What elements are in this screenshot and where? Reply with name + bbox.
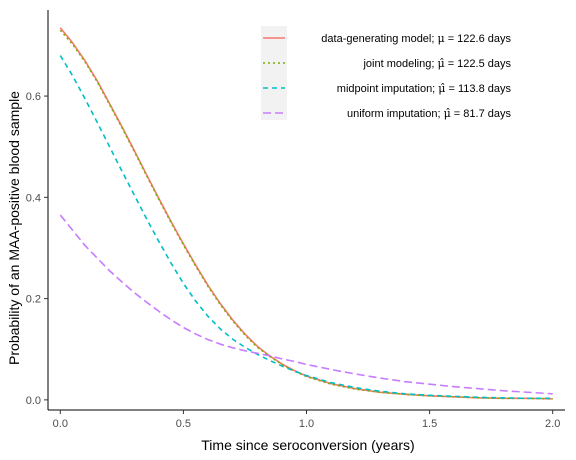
- y-axis-title: Probability of an MAA-positive blood sam…: [6, 91, 22, 365]
- legend-entry-3: midpoint imputation; μ̂ = 113.8 days: [337, 82, 512, 95]
- x-axis-title: Time since seroconversion (years): [201, 437, 414, 453]
- axes: 0.0 0.5 1.0 1.5 2.0 0.0 0.2 0.4 0.6: [26, 10, 565, 430]
- legend-entry-1: data-generating model; μ = 122.6 days: [321, 32, 511, 45]
- series-line-3: [60, 56, 552, 399]
- x-tick-label: 0.5: [176, 418, 191, 430]
- series-line-4: [60, 215, 552, 394]
- legend-entry-4: uniform imputation; μ̂ = 81.7 days: [347, 107, 512, 120]
- legend-entry-2: joint modeling; μ̂ = 122.5 days: [362, 57, 511, 70]
- legend-key-background: [261, 26, 287, 120]
- x-tick-label: 2.0: [545, 418, 560, 430]
- x-tick-label: 1.0: [299, 418, 314, 430]
- x-tick-label: 1.5: [422, 418, 437, 430]
- legend: data-generating model; μ = 122.6 days joi…: [261, 26, 511, 120]
- y-tick-label: 0.0: [26, 395, 41, 407]
- y-tick-label: 0.2: [26, 294, 41, 306]
- x-tick-label: 0.0: [53, 418, 68, 430]
- y-tick-label: 0.6: [26, 91, 41, 103]
- y-tick-label: 0.4: [26, 192, 41, 204]
